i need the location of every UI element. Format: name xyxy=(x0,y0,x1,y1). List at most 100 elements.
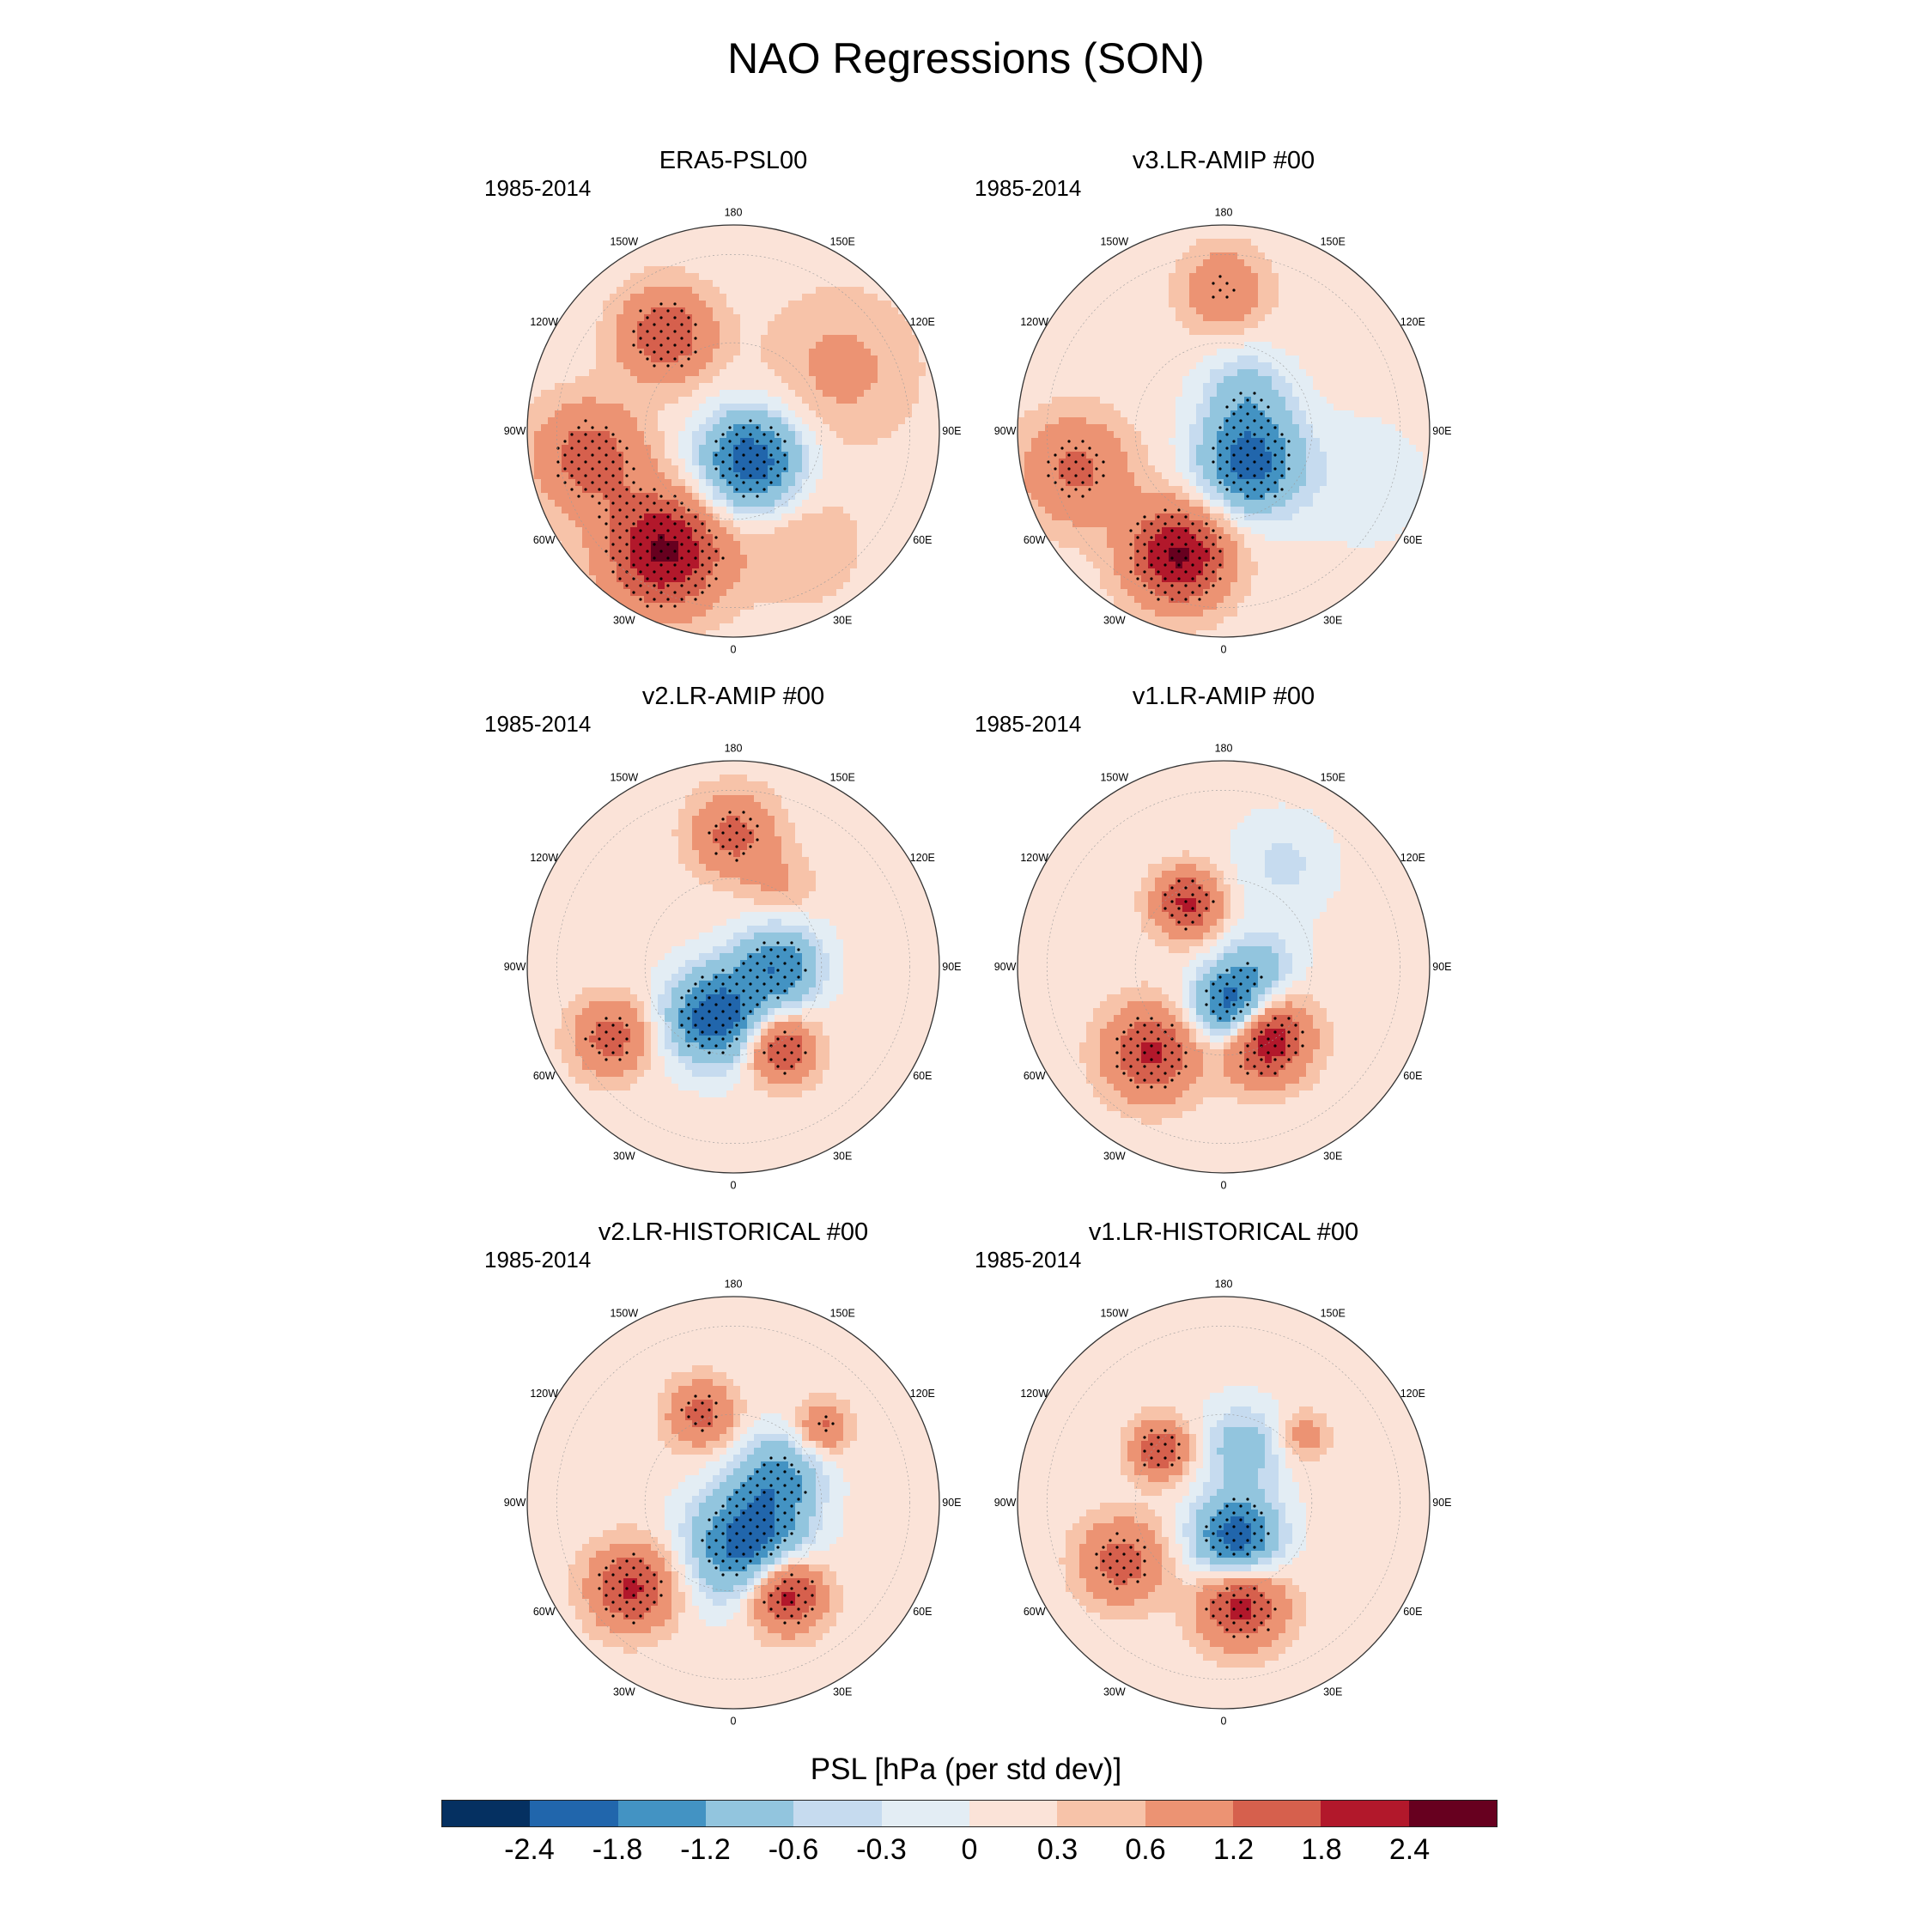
field-cell xyxy=(1292,417,1300,425)
field-cell xyxy=(912,397,920,404)
field-cell xyxy=(603,431,611,439)
significance-dot xyxy=(591,495,594,498)
field-cell xyxy=(678,252,686,260)
field-cell xyxy=(761,369,769,377)
field-cell xyxy=(720,527,727,535)
field-cell xyxy=(1402,383,1410,391)
field-cell xyxy=(1416,417,1424,425)
field-cell xyxy=(1285,246,1293,253)
field-cell xyxy=(589,342,597,349)
field-cell xyxy=(1368,445,1376,453)
field-cell xyxy=(555,534,562,542)
field-cell xyxy=(726,575,734,583)
field-cell xyxy=(1347,266,1355,274)
field-cell xyxy=(527,472,535,480)
field-cell xyxy=(527,410,535,418)
field-cell xyxy=(891,459,899,466)
field-cell xyxy=(713,568,720,576)
field-cell xyxy=(1334,335,1341,343)
field-cell xyxy=(1182,239,1190,246)
field-cell xyxy=(603,582,611,590)
field-cell xyxy=(788,555,796,562)
field-cell xyxy=(1038,355,1046,363)
significance-dot xyxy=(625,501,629,505)
field-cell xyxy=(548,479,556,487)
field-cell xyxy=(843,410,851,418)
field-cell xyxy=(891,479,899,487)
field-cell xyxy=(1079,355,1087,363)
field-cell xyxy=(562,500,569,507)
significance-dot xyxy=(687,316,690,319)
field-cell xyxy=(1045,355,1053,363)
field-cell xyxy=(1272,376,1279,384)
field-cell xyxy=(1203,280,1211,288)
significance-dot xyxy=(666,323,670,326)
field-cell xyxy=(884,390,892,398)
field-cell xyxy=(829,513,837,521)
field-cell xyxy=(726,603,734,611)
field-cell xyxy=(1210,355,1218,363)
field-cell xyxy=(829,472,837,480)
field-cell xyxy=(864,534,872,542)
field-cell xyxy=(836,493,844,501)
field-cell xyxy=(1279,335,1286,343)
field-cell xyxy=(1334,280,1341,288)
field-cell xyxy=(878,459,885,466)
significance-dot xyxy=(632,467,635,471)
significance-dot xyxy=(680,529,683,532)
field-cell xyxy=(1045,342,1053,349)
field-cell xyxy=(1210,383,1218,391)
field-cell xyxy=(1018,445,1025,453)
field-cell xyxy=(706,630,714,637)
field-cell xyxy=(788,472,796,480)
field-cell xyxy=(603,417,611,425)
field-cell xyxy=(644,335,652,343)
field-cell xyxy=(761,582,769,590)
field-cell xyxy=(802,459,810,466)
field-cell xyxy=(795,445,803,453)
field-cell xyxy=(905,465,913,473)
field-cell xyxy=(775,500,782,507)
field-cell xyxy=(823,246,830,253)
field-cell xyxy=(1368,294,1376,301)
field-cell xyxy=(562,527,569,535)
significance-dot xyxy=(714,536,718,539)
field-cell xyxy=(1340,294,1348,301)
field-cell xyxy=(1388,397,1396,404)
field-cell xyxy=(809,301,817,308)
field-cell xyxy=(747,610,755,617)
field-cell xyxy=(871,507,878,514)
field-cell xyxy=(1100,369,1108,377)
field-cell xyxy=(1230,349,1238,356)
field-cell xyxy=(829,342,837,349)
field-cell xyxy=(1114,287,1121,295)
field-cell xyxy=(692,259,700,267)
field-cell xyxy=(555,438,562,446)
field-cell xyxy=(1354,390,1362,398)
field-cell xyxy=(829,527,837,535)
significance-dot xyxy=(776,460,780,464)
field-cell xyxy=(1169,417,1176,425)
field-cell xyxy=(1251,335,1259,343)
field-cell xyxy=(644,568,652,576)
field-cell xyxy=(747,424,755,432)
field-cell xyxy=(617,280,624,288)
field-cell xyxy=(630,452,638,459)
field-cell xyxy=(1299,246,1307,253)
longitude-label: 90E xyxy=(942,425,961,437)
field-cell xyxy=(726,610,734,617)
field-cell xyxy=(685,266,693,274)
field-cell xyxy=(754,328,762,336)
panel-period: 1985-2014 xyxy=(975,175,1082,201)
significance-dot xyxy=(639,337,642,340)
field-cell xyxy=(1320,355,1327,363)
field-cell xyxy=(740,534,748,542)
field-cell xyxy=(713,232,720,240)
field-cell xyxy=(891,541,899,549)
field-cell xyxy=(864,273,872,281)
field-cell xyxy=(1354,424,1362,432)
field-cell xyxy=(630,486,638,494)
field-cell xyxy=(836,424,844,432)
significance-dot xyxy=(653,515,656,519)
field-cell xyxy=(1052,342,1060,349)
